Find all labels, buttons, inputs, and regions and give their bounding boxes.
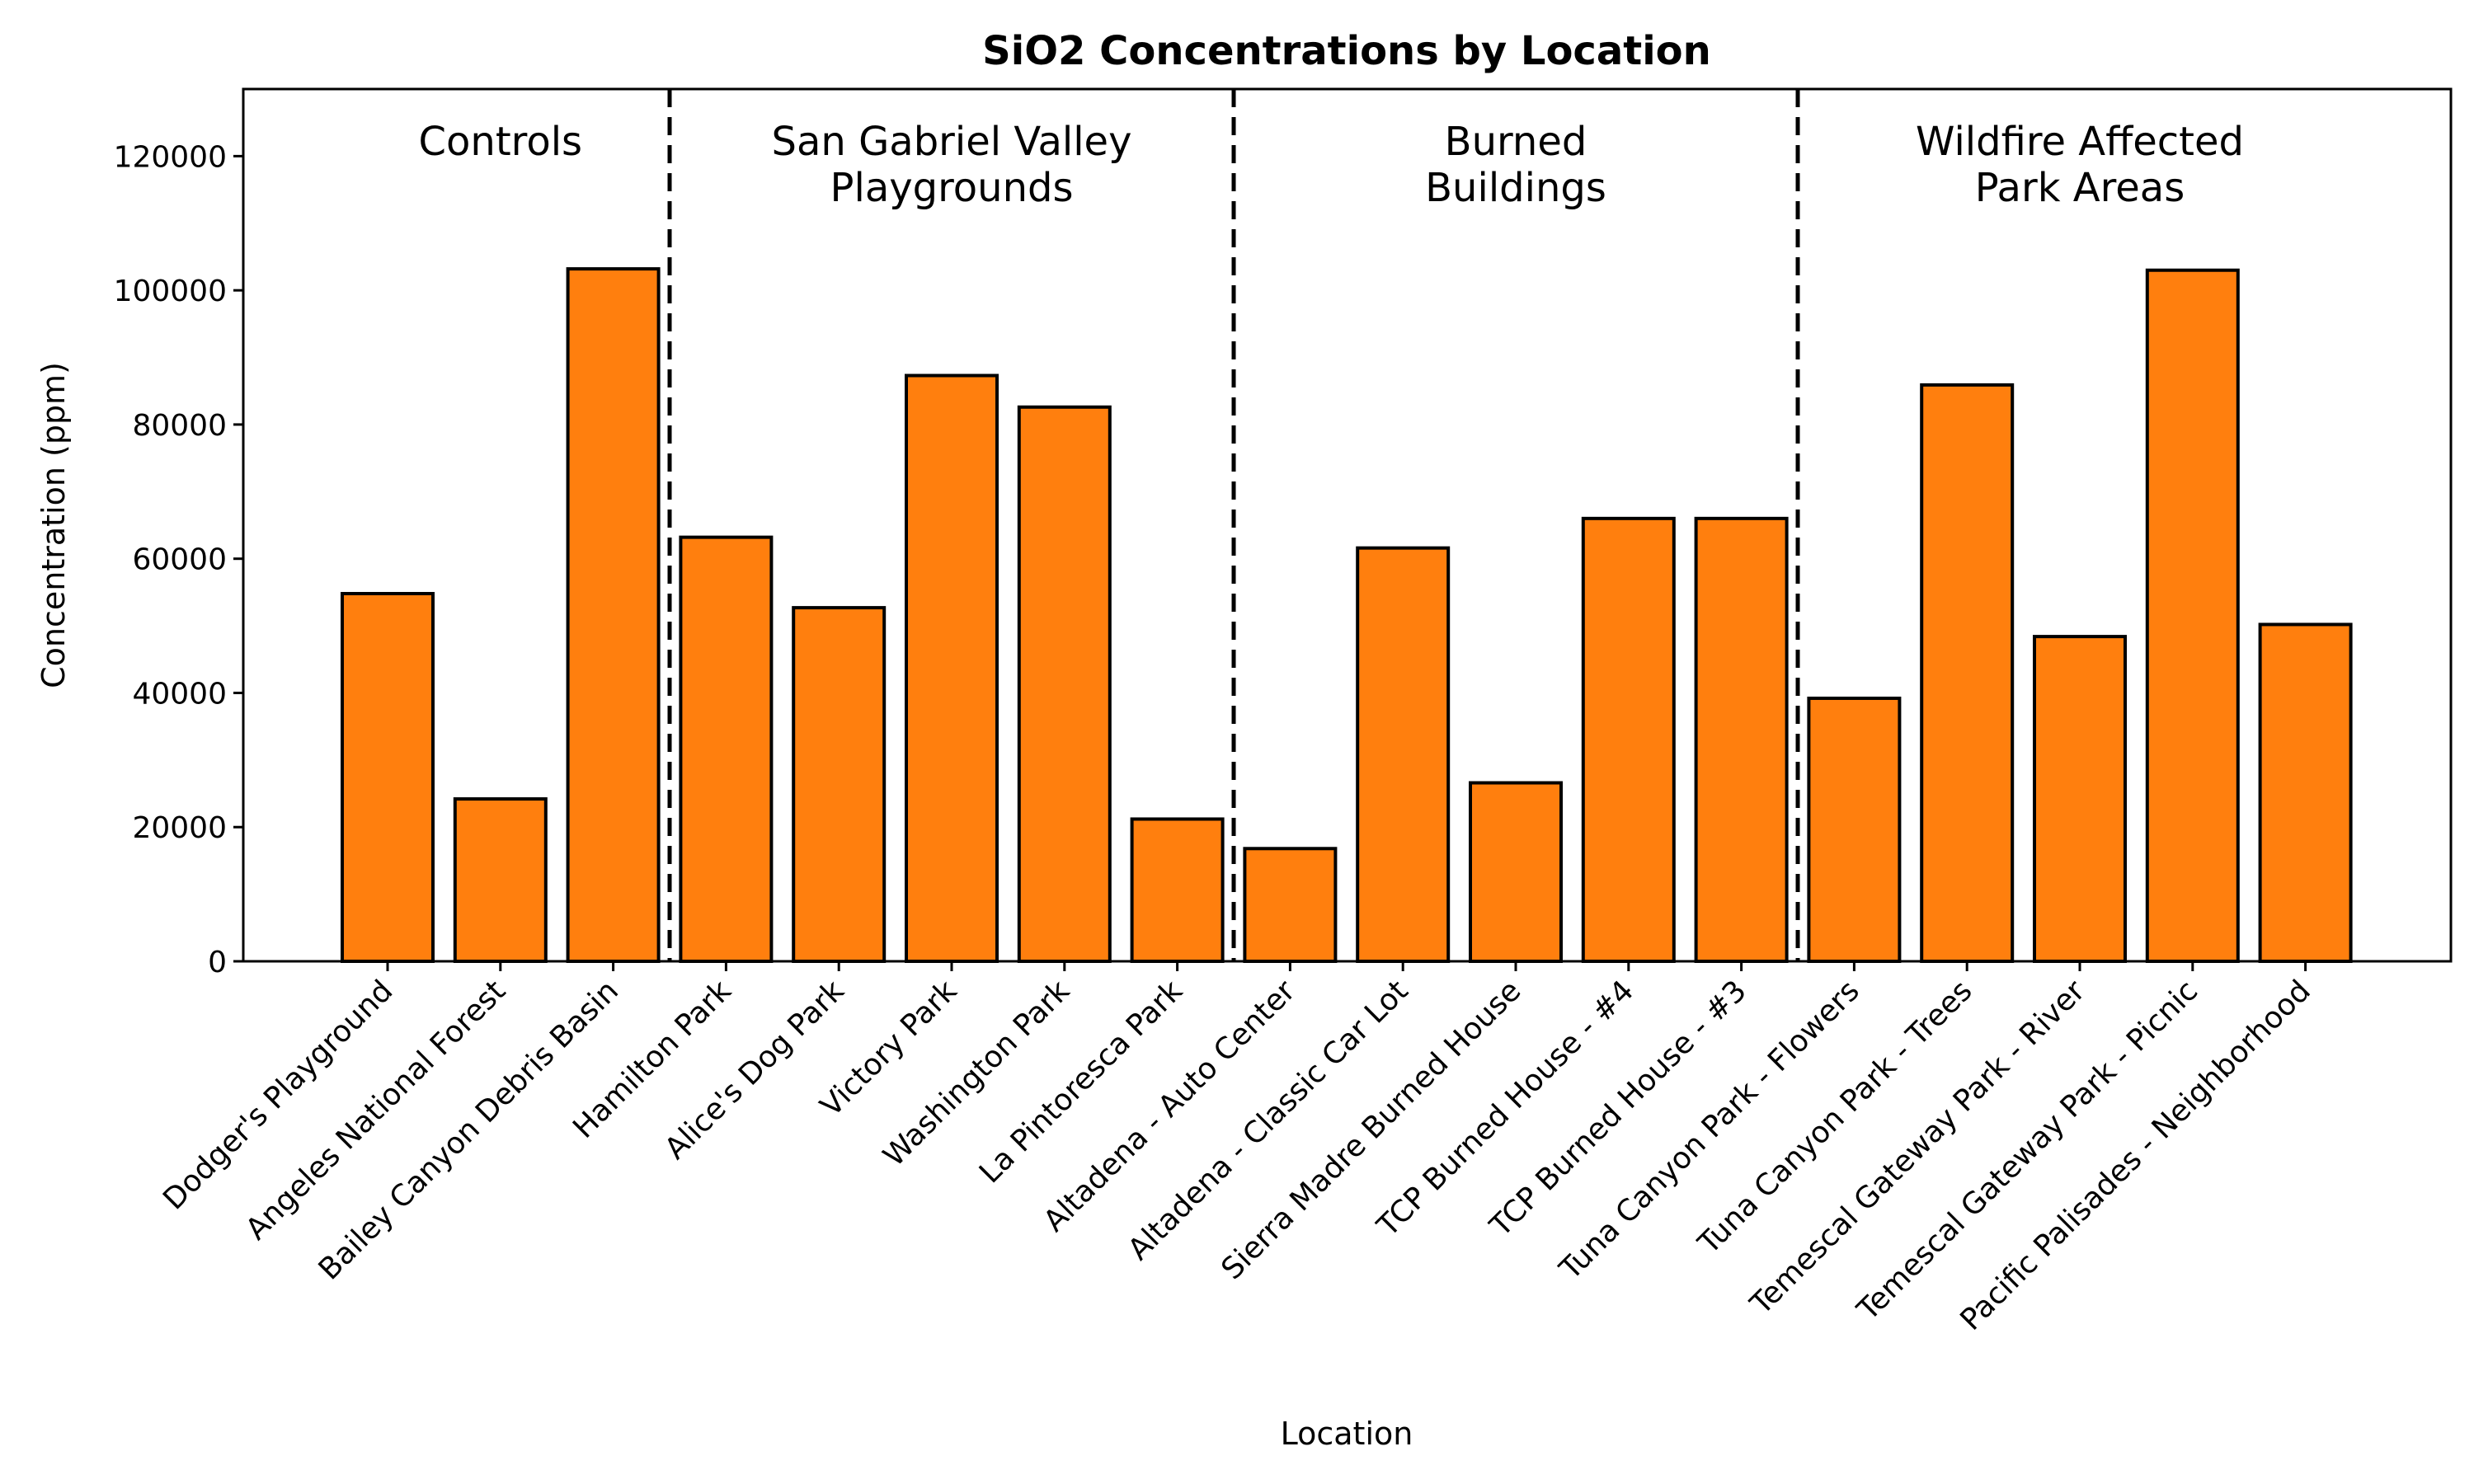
bar-12 [1694, 516, 1789, 963]
y-tick-label: 120000 [114, 140, 227, 174]
bar-8 [1243, 847, 1338, 963]
bar-0 [341, 592, 435, 964]
bar-14 [1920, 383, 2015, 964]
x-axis-label: Location [1281, 1416, 1413, 1452]
bar-2 [566, 267, 661, 963]
bar-13 [1807, 696, 1902, 963]
bar-16 [2145, 268, 2240, 963]
plot-frame [242, 87, 2453, 963]
bar-7 [1130, 817, 1225, 963]
group-label: Controls [419, 119, 583, 165]
y-tick-label: 20000 [132, 811, 227, 845]
bar-15 [2033, 635, 2127, 963]
group-label: Burned [1445, 119, 1587, 165]
bar-11 [1581, 516, 1676, 963]
bars [341, 267, 2353, 964]
bar-6 [1017, 405, 1112, 964]
bar-10 [1469, 781, 1563, 963]
y-tick-label: 40000 [132, 677, 227, 711]
group-label: Playgrounds [830, 165, 1074, 211]
x-tick-label: Washington Park [877, 974, 1076, 1173]
y-tick-label: 80000 [132, 409, 227, 443]
y-tick-label: 0 [208, 946, 227, 979]
group-label: San Gabriel Valley [772, 119, 1132, 165]
group-label: Wildfire Affected [1916, 119, 2244, 165]
bar-4 [792, 606, 887, 963]
chart-title: SiO2 Concentrations by Location [982, 28, 1711, 74]
bar-1 [453, 797, 548, 964]
bar-17 [2258, 622, 2353, 963]
x-tick-label: La Pintoresca Park [973, 974, 1189, 1190]
bar-5 [905, 373, 999, 963]
group-label: Park Areas [1975, 165, 2185, 211]
group-label: Buildings [1425, 165, 1606, 211]
y-axis: 0 20000 40000 60000 80000 100000 120000 [114, 140, 243, 979]
bar-9 [1356, 546, 1451, 963]
y-axis-label: Concentration (ppm) [35, 362, 72, 688]
x-tick-label: Dodger's Playground [157, 974, 399, 1216]
y-tick-label: 60000 [132, 543, 227, 577]
bar-3 [679, 535, 774, 963]
y-tick-label: 100000 [114, 275, 227, 308]
group-dividers [667, 89, 1800, 961]
